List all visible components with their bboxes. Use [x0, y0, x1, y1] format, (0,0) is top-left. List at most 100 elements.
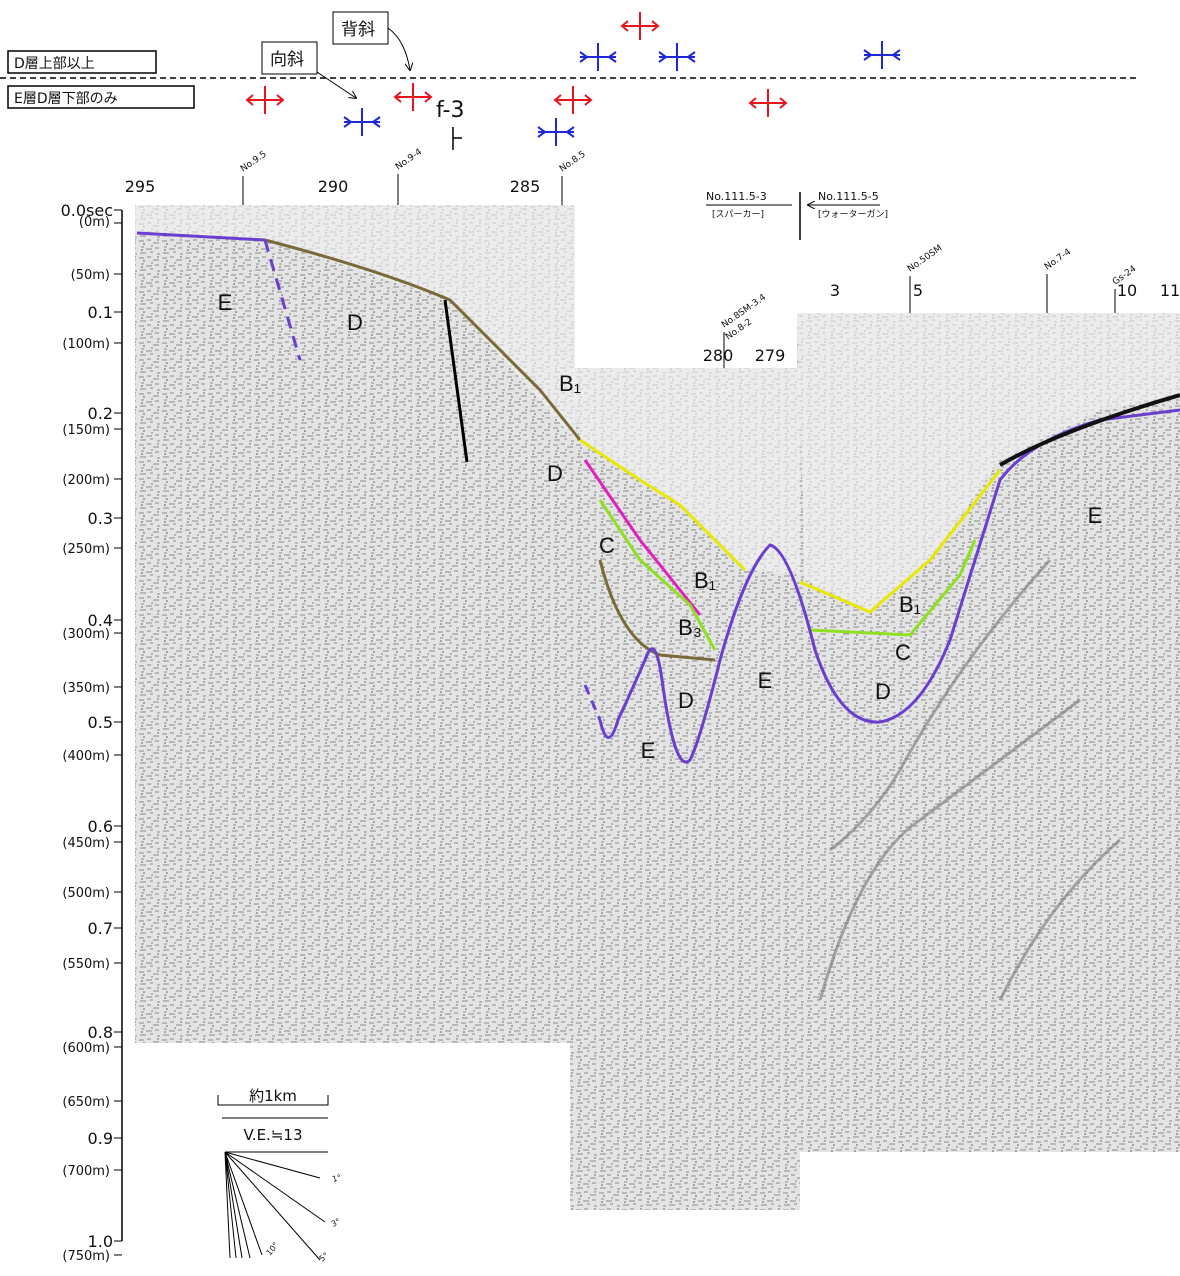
time-label: 0.2: [88, 404, 113, 423]
syncline-symbol: [579, 43, 617, 71]
depth-label: (350m): [62, 681, 110, 696]
survey-point: No.9.5: [239, 149, 269, 174]
survey-point: No.50SM: [906, 243, 944, 274]
legend-box: [7, 85, 195, 109]
syncline-symbol: [537, 118, 575, 146]
symbol-path: [537, 118, 575, 146]
symbol-path: [245, 86, 285, 114]
shotpoint: 279: [755, 346, 786, 365]
depth-label: (450m): [62, 836, 110, 851]
anticline-symbol: [393, 83, 433, 111]
anticline-symbol: [748, 89, 788, 117]
horizon-e: [583, 684, 602, 721]
scale-exaggeration: V.E.≒13: [243, 1126, 302, 1144]
layer-label: B₁: [694, 568, 716, 593]
horizon-b1: [799, 469, 1002, 614]
depth-label: (250m): [62, 542, 110, 557]
shotpoint: 285: [510, 177, 541, 196]
depth-label: (550m): [62, 957, 110, 972]
depth-label: (0m): [79, 215, 110, 230]
depth-label: (50m): [71, 268, 110, 283]
callout-arrow: [387, 27, 410, 70]
layer-label: D: [875, 679, 891, 704]
syncline-symbol: [658, 43, 696, 71]
symbol-path: [343, 108, 381, 136]
angle-label: 10°: [265, 1241, 281, 1258]
shotpoint: 295: [125, 177, 156, 196]
angle-label: 3°: [330, 1217, 342, 1229]
time-label: 0.6: [88, 817, 113, 836]
symbol-path: [393, 83, 433, 111]
callout-label: 向斜: [270, 50, 304, 70]
horizon-e: [136, 231, 266, 242]
source-type: [ウォーターガン]: [818, 209, 888, 220]
syncline-symbol: [343, 108, 381, 136]
angle-label: 5°: [318, 1251, 331, 1264]
anticline-symbol: [620, 12, 660, 40]
source-label: No.111.5-5: [818, 190, 879, 203]
survey-point: No.8.5: [558, 149, 588, 174]
fault-mark: [452, 127, 462, 150]
water-column: [797, 313, 1180, 612]
horizon-e: [263, 239, 302, 361]
layer-label: D: [678, 688, 694, 713]
horizon-c: [809, 539, 977, 637]
angle-label: 1°: [331, 1173, 342, 1184]
symbol-path: [748, 89, 788, 117]
seafloor: [998, 393, 1180, 467]
legend-label: D層上部以上: [14, 56, 95, 72]
time-label: 0.5: [88, 713, 113, 732]
anticline-symbol: [553, 86, 593, 114]
symbol-path: [620, 12, 660, 40]
shotpoint: 290: [318, 177, 349, 196]
fault-label: f-3: [436, 98, 464, 123]
depth-label: (650m): [62, 1095, 110, 1110]
depth-label: (600m): [62, 1041, 110, 1056]
time-label: 0.9: [88, 1129, 113, 1148]
time-label: 0.4: [88, 611, 113, 630]
layer-label: B₁: [559, 371, 581, 396]
source-type: [スパーカー]: [712, 209, 764, 220]
callout-arrow: [316, 71, 356, 98]
symbol-path: [658, 43, 696, 71]
horizon-b3: [583, 459, 702, 616]
horizon-b1: [579, 438, 747, 572]
layer-label: D: [347, 310, 363, 335]
depth-label: (150m): [62, 423, 110, 438]
survey-point: No.9-4: [394, 147, 424, 172]
time-label: 0.8: [88, 1023, 113, 1042]
layer-label: B₁: [899, 592, 921, 617]
time-label: 0.1: [88, 303, 113, 322]
layer-label: E: [218, 290, 233, 315]
layer-label: D: [547, 461, 563, 486]
fault-line: [443, 299, 469, 463]
layer-label: E: [758, 668, 773, 693]
reflector: [818, 558, 1121, 1001]
horizon: [264, 238, 582, 441]
scale-length: 約1km: [249, 1087, 297, 1105]
shotpoint: 10: [1117, 281, 1137, 300]
symbol-path: [553, 86, 593, 114]
depth-label: (400m): [62, 749, 110, 764]
source-label: No.111.5-3: [706, 190, 767, 203]
layer-label: B₃: [678, 615, 702, 640]
callout-label: 背斜: [341, 20, 375, 40]
depth-label: (700m): [62, 1164, 110, 1179]
shotpoint: 5: [913, 281, 923, 300]
time-label: 0.7: [88, 919, 113, 938]
layer-label: C: [895, 640, 911, 665]
angle-fan: [224, 1151, 328, 1261]
depth-label: (300m): [62, 627, 110, 642]
symbol-path: [863, 41, 901, 69]
layer-label: C: [599, 533, 615, 558]
depth-label: (100m): [62, 337, 110, 352]
syncline-symbol: [863, 41, 901, 69]
legend-label: E層D層下部のみ: [14, 91, 118, 107]
layer-label: E: [1088, 503, 1103, 528]
depth-label: (200m): [62, 473, 110, 488]
legend-box: [7, 50, 157, 74]
scale-bar: [217, 1095, 329, 1106]
water-column: [570, 368, 800, 575]
